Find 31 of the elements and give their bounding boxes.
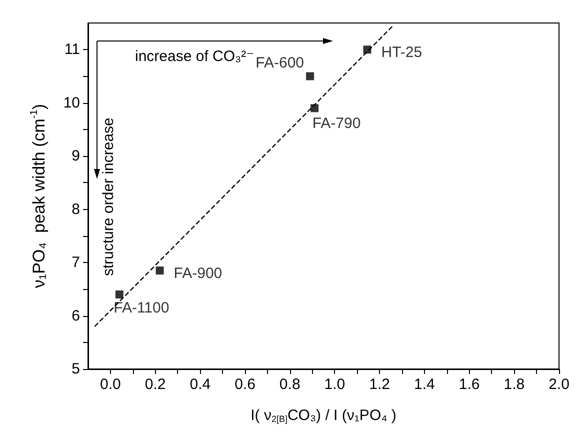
point — [363, 46, 372, 54]
y-tick-label: 10 — [63, 94, 80, 112]
annotation: structure order increase — [100, 118, 117, 276]
x-tick-label: 1.6 — [458, 376, 480, 393]
point — [156, 266, 164, 275]
y-axis-title: ν₁PO₄ peak width (cm-1) — [29, 104, 48, 288]
y-tick-label: 9 — [72, 148, 80, 165]
x-tick-label: 0.6 — [234, 376, 256, 393]
x-tick-label: 0.8 — [279, 376, 300, 393]
y-tick-label: 5 — [72, 360, 80, 378]
annotation: increase of CO₃²⁻ — [135, 48, 254, 65]
x-tick-label: 1.4 — [414, 376, 435, 393]
x-tick-label: 1.2 — [369, 376, 390, 393]
y-tick-label: 8 — [72, 200, 80, 218]
series-label: FA-790 — [312, 115, 361, 132]
x-tick-label: 0.2 — [144, 376, 166, 393]
x-tick-label: 0.0 — [100, 376, 121, 393]
x-tick-label: 1.0 — [324, 376, 346, 393]
point — [310, 104, 319, 112]
series-label: FA-1100 — [114, 299, 170, 316]
point — [306, 72, 314, 80]
point — [115, 290, 124, 298]
y-tick-label: 6 — [72, 307, 80, 324]
x-tick-label: 1.8 — [504, 376, 525, 393]
x-tick-label: 2.0 — [548, 376, 570, 393]
x-tick-label: 0.4 — [190, 376, 211, 393]
series-label: FA-600 — [256, 54, 304, 72]
y-tick-label: 7 — [72, 254, 80, 272]
y-tick-label: 11 — [64, 41, 80, 58]
series-label: FA-900 — [174, 265, 222, 282]
series-label: HT-25 — [381, 44, 422, 62]
